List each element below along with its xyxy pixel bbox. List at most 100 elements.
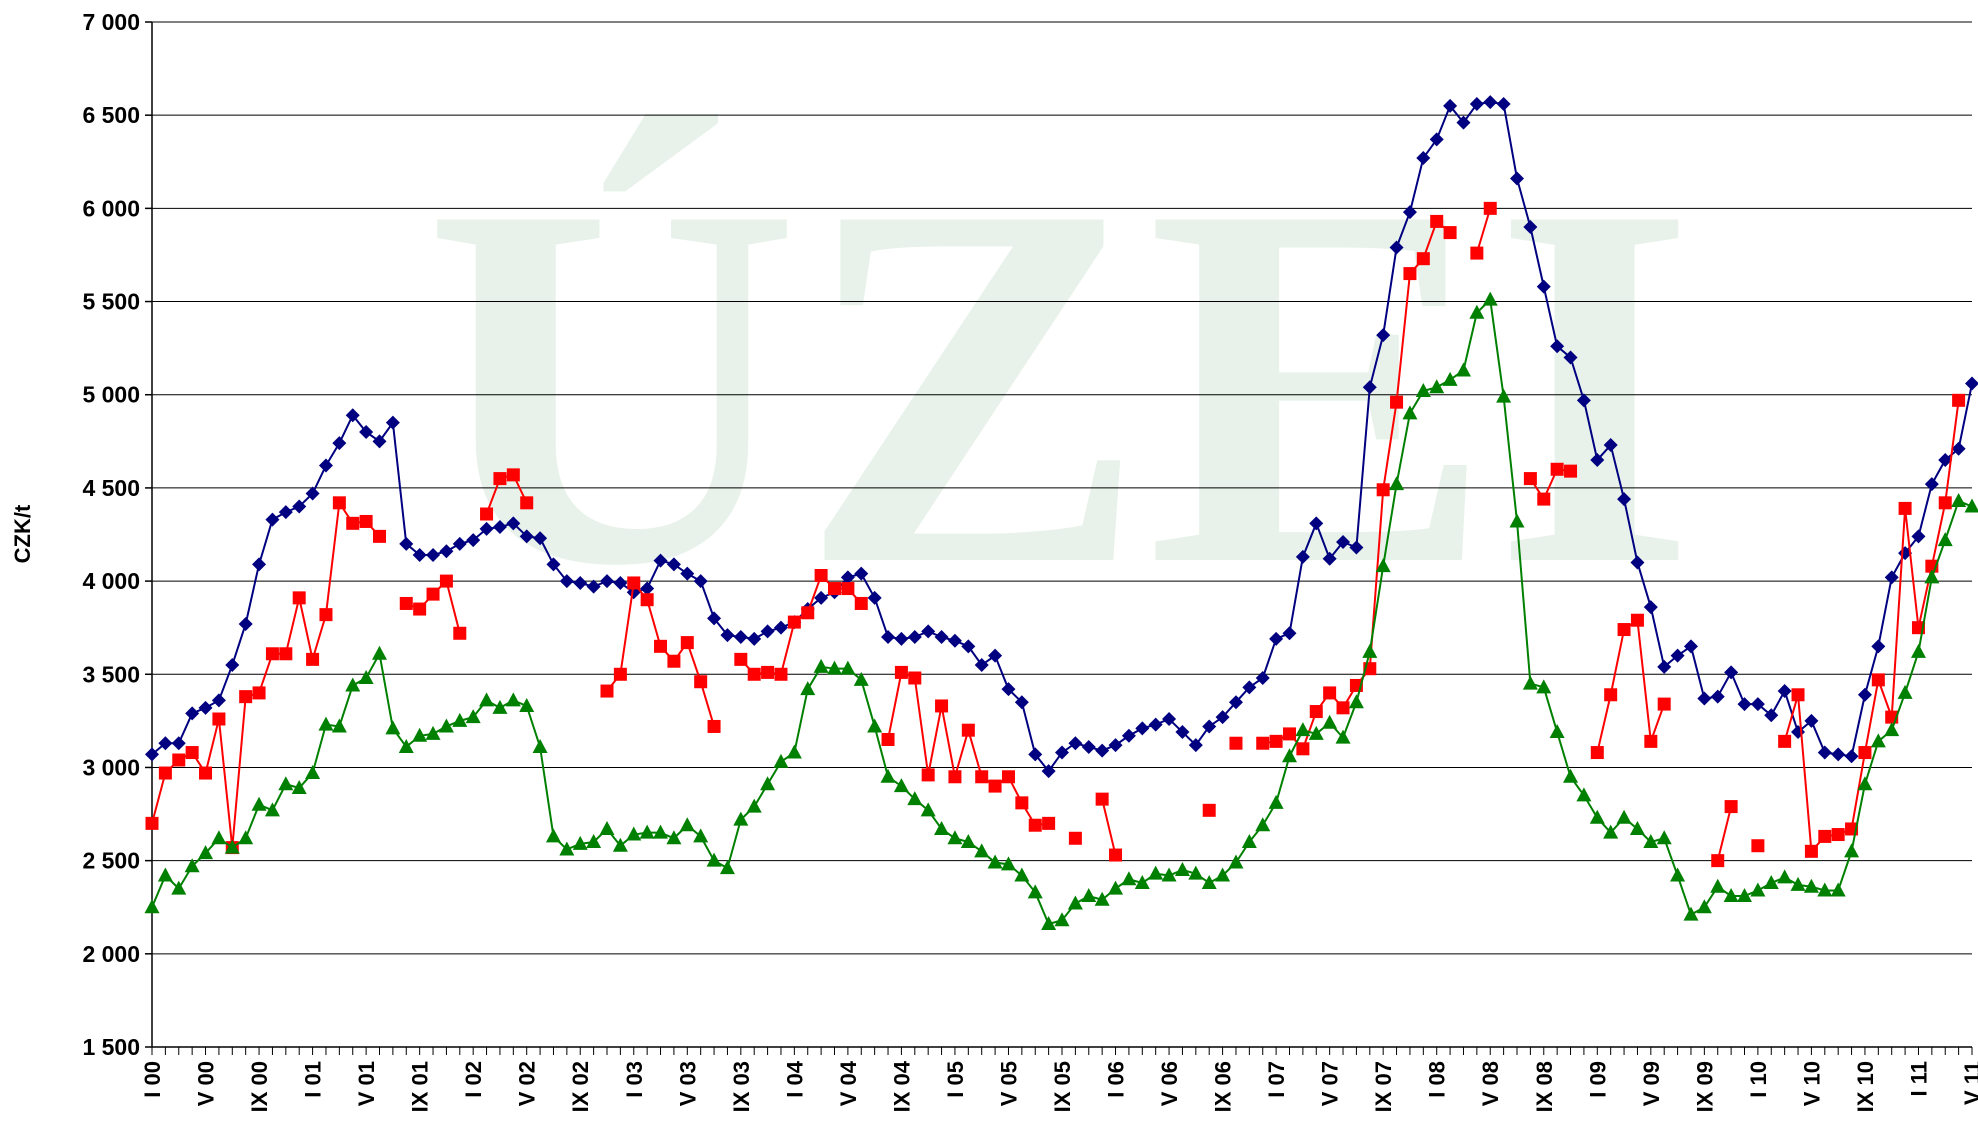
- marker: [747, 631, 762, 646]
- marker: [305, 486, 320, 501]
- marker: [1470, 246, 1484, 260]
- marker: [413, 602, 427, 616]
- marker: [1496, 97, 1511, 111]
- marker: [185, 706, 200, 721]
- marker: [1416, 252, 1430, 266]
- marker: [346, 516, 360, 530]
- marker: [719, 860, 735, 875]
- marker: [559, 574, 574, 589]
- marker: [1309, 516, 1324, 531]
- marker: [666, 830, 682, 845]
- marker: [814, 569, 828, 582]
- y-tick-label: 7 000: [82, 9, 140, 35]
- x-tick-label: I 07: [1264, 1061, 1289, 1098]
- marker: [1415, 383, 1431, 397]
- marker: [225, 657, 240, 672]
- marker: [733, 630, 748, 644]
- marker: [1830, 882, 1846, 897]
- marker: [626, 826, 642, 841]
- marker: [921, 768, 935, 782]
- marker: [292, 591, 306, 605]
- marker: [707, 611, 722, 626]
- marker: [238, 830, 254, 845]
- marker: [1711, 854, 1725, 868]
- x-tick-label: I 04: [782, 1060, 807, 1097]
- marker: [679, 817, 695, 832]
- x-tick-label: V 03: [675, 1061, 700, 1106]
- marker: [828, 582, 841, 596]
- marker: [693, 574, 708, 589]
- marker: [252, 557, 267, 572]
- y-axis-label: CZK/t: [10, 504, 35, 563]
- x-tick-label: V 00: [194, 1061, 219, 1106]
- marker: [520, 496, 534, 510]
- marker: [1964, 498, 1978, 513]
- x-tick-label: I 02: [461, 1061, 486, 1098]
- y-tick-label: 3 500: [82, 661, 140, 687]
- marker: [1831, 747, 1846, 762]
- marker: [746, 798, 762, 813]
- marker: [452, 712, 468, 727]
- marker: [1509, 513, 1525, 528]
- marker: [1295, 549, 1310, 564]
- marker: [239, 690, 253, 704]
- marker: [960, 834, 976, 848]
- marker: [920, 802, 936, 817]
- marker: [1362, 380, 1377, 395]
- marker: [1764, 708, 1779, 723]
- marker: [773, 753, 789, 768]
- marker: [1563, 768, 1579, 783]
- x-tick-label: V 01: [354, 1061, 379, 1106]
- x-tick-label: I 00: [140, 1061, 165, 1098]
- marker: [211, 830, 227, 845]
- marker: [1108, 738, 1123, 753]
- marker: [1924, 477, 1939, 492]
- marker: [1604, 688, 1618, 702]
- x-tick-label: IX 04: [889, 1060, 914, 1112]
- marker: [158, 736, 173, 751]
- marker: [224, 839, 240, 854]
- marker: [827, 660, 842, 675]
- marker: [199, 766, 213, 780]
- marker: [760, 624, 775, 639]
- marker: [1309, 705, 1323, 719]
- marker: [600, 574, 614, 589]
- x-tick-label: IX 02: [568, 1061, 593, 1112]
- marker: [1389, 240, 1404, 255]
- marker: [278, 505, 293, 520]
- y-tick-label: 3 000: [82, 754, 140, 780]
- marker: [720, 628, 735, 643]
- marker: [1055, 745, 1069, 760]
- marker: [1737, 697, 1752, 712]
- marker: [586, 834, 602, 848]
- marker: [1322, 551, 1337, 566]
- marker: [893, 778, 909, 793]
- marker: [1537, 492, 1551, 506]
- marker: [988, 648, 1003, 663]
- marker: [1857, 776, 1873, 791]
- marker: [760, 776, 776, 791]
- marker: [1564, 464, 1578, 478]
- marker: [1336, 701, 1350, 715]
- marker: [1429, 379, 1445, 394]
- marker: [773, 620, 788, 635]
- marker: [975, 770, 989, 784]
- marker: [559, 841, 575, 856]
- marker: [198, 700, 213, 715]
- marker: [1737, 888, 1752, 903]
- marker: [666, 557, 681, 572]
- marker: [331, 718, 347, 733]
- marker: [1937, 532, 1953, 547]
- marker: [1443, 98, 1458, 113]
- marker: [1724, 665, 1739, 680]
- marker: [1844, 749, 1859, 764]
- marker: [1831, 828, 1845, 842]
- marker: [1362, 643, 1378, 658]
- marker: [921, 624, 936, 639]
- marker: [1858, 746, 1872, 760]
- marker: [532, 738, 548, 753]
- marker: [1617, 492, 1632, 507]
- marker: [345, 677, 361, 692]
- marker: [1817, 882, 1833, 897]
- x-tick-label: I 09: [1585, 1061, 1610, 1098]
